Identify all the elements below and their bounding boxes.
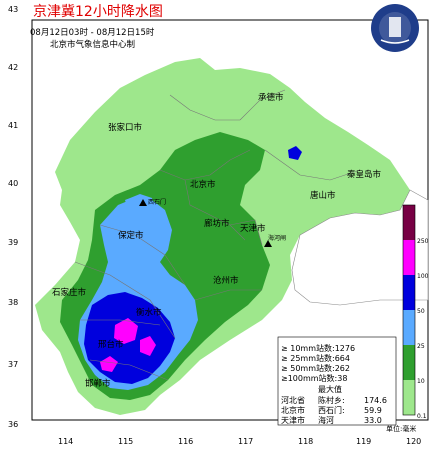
legend-swatch [403,275,415,310]
city-label: 张家口市 [108,122,143,133]
max-region: 河北省 [281,395,305,405]
rain-region-100b [140,336,156,356]
max-value: 33.0 [364,416,382,425]
sea [291,189,429,306]
city-label: 天津市 [240,223,266,234]
y-tick-label: 41 [8,121,18,130]
stat-line: ≥ 25mm站数:664 [281,353,350,363]
stat-line: ≥ 10mm站数:1276 [281,343,355,353]
stat-line: ≥ 50mm站数:262 [281,363,350,373]
y-tick-label: 38 [8,298,18,307]
y-tick-label: 42 [8,63,18,72]
city-label: 秦皇岛市 [347,169,382,180]
city-label: 北京市 [190,179,216,190]
station-markers: 西石门 海河闸 [139,198,286,247]
station-marker [139,199,147,206]
time-range: 08月12日03时 - 08月12日15时 [30,27,155,38]
legend-unit: 单位:毫米 [386,424,416,433]
x-tick-label: 118 [298,437,313,446]
x-tick-label: 114 [58,437,73,446]
max-value: 59.9 [364,406,382,415]
x-tick-label: 117 [238,437,253,446]
city-label: 衡水市 [136,307,162,318]
producer: 北京市气象信息中心制 [50,39,135,50]
max-title: 最大值 [318,384,342,394]
legend-swatch [403,240,415,275]
y-tick-label: 37 [8,360,18,369]
map-title: 京津冀12小时降水图 [33,4,163,20]
city-label: 保定市 [118,230,144,241]
legend-label: 100 [417,273,429,280]
rain-region-100 [114,318,138,344]
rain-region-100c [100,356,118,372]
x-tick-label: 119 [356,437,371,446]
x-axis: 114 115 116 117 118 119 120 [58,437,421,446]
station-label: 海河闸 [268,234,286,242]
y-tick-label: 39 [8,238,18,247]
y-tick-label: 43 [8,5,18,14]
legend-swatch [403,380,415,415]
max-site: 西石门: [318,405,345,415]
city-label: 廊坊市 [204,218,230,229]
city-label: 邢台市 [98,339,124,350]
legend-swatch [403,310,415,345]
station-label: 西石门 [148,198,166,206]
legend-swatch [403,345,415,380]
stat-line: ≥100mm站数:38 [281,373,347,383]
rain-region-25b [125,194,155,224]
legend-label: 250 [417,238,429,245]
legend-label: 0.1 [417,413,427,420]
x-tick-label: 116 [178,437,193,446]
legend: 250 100 50 25 10 0.1 单位:毫米 [386,204,429,433]
boundaries [74,89,361,381]
max-region: 北京市 [281,405,305,415]
max-site: 海河 [318,415,334,425]
legend-swatch [403,205,415,240]
max-region: 天津市 [281,415,305,425]
x-tick-label: 120 [406,437,421,446]
city-labels: 承德市 张家口市 秦皇岛市 北京市 唐山市 廊坊市 天津市 保定市 沧州市 石家… [52,92,382,389]
y-axis: 43 42 41 40 39 38 37 36 [8,5,18,429]
station-marker [264,240,272,247]
x-tick-label: 115 [118,437,133,446]
city-label: 唐山市 [310,190,336,201]
rain-region-50b [288,146,302,160]
y-tick-label: 36 [8,420,18,429]
city-label: 石家庄市 [52,287,87,298]
legend-label: 50 [417,308,425,315]
city-label: 沧州市 [213,275,239,286]
y-tick-label: 40 [8,179,18,188]
max-value: 174.6 [364,396,387,405]
stats-box: ≥ 10mm站数:1276 ≥ 25mm站数:664 ≥ 50mm站数:262 … [277,336,397,426]
legend-label: 25 [417,343,425,350]
legend-label: 10 [417,378,425,385]
map-area [31,19,429,421]
city-label: 承德市 [258,92,284,103]
city-label: 邯郸市 [85,378,111,389]
bms-logo [371,4,419,52]
max-site: 陈村乡: [318,395,345,405]
